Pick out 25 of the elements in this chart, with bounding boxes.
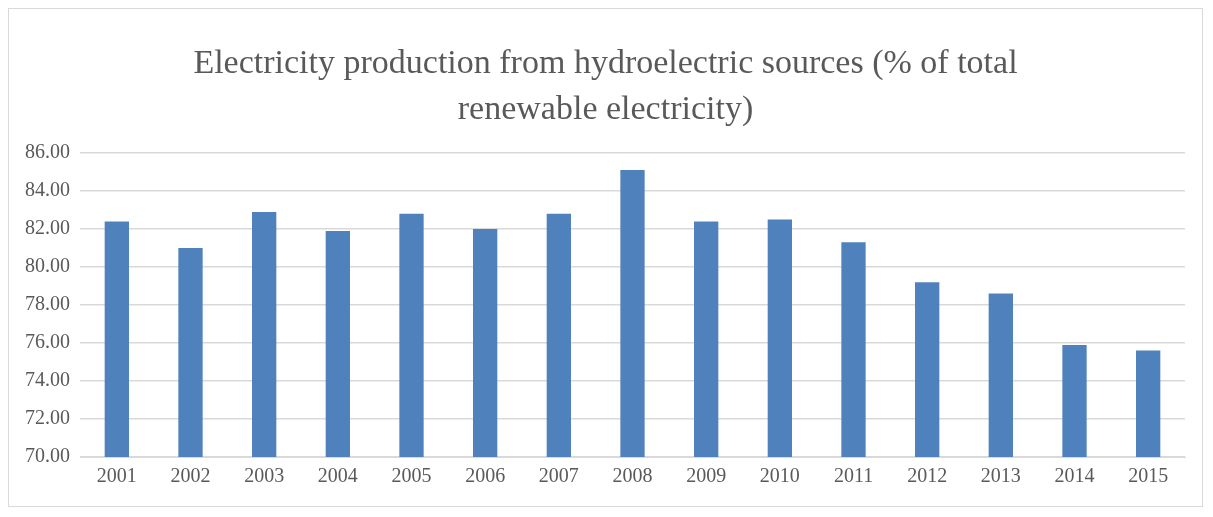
x-tick-label: 2001 — [96, 464, 137, 487]
y-tick-label: 80.00 — [25, 254, 70, 277]
x-tick-label: 2007 — [538, 464, 579, 487]
x-tick-label: 2005 — [391, 464, 432, 487]
x-tick-label: 2013 — [980, 464, 1021, 487]
y-tick-label: 82.00 — [25, 216, 70, 239]
x-tick-label: 2012 — [907, 464, 948, 487]
y-tick-label: 72.00 — [25, 406, 70, 429]
chart-title: Electricity production from hydroelectric sources (% of total renewable electricity) — [192, 42, 1019, 128]
y-tick-label: 70.00 — [25, 444, 70, 467]
x-tick-label: 2011 — [833, 464, 874, 487]
x-tick-label: 2015 — [1128, 464, 1169, 487]
y-tick-label: 76.00 — [25, 330, 70, 353]
x-tick-label: 2010 — [759, 464, 800, 487]
x-tick-label: 2014 — [1054, 464, 1095, 487]
y-tick-label: 84.00 — [25, 178, 70, 201]
x-tick-label: 2009 — [686, 464, 727, 487]
x-tick-label: 2006 — [465, 464, 506, 487]
x-tick-label: 2002 — [170, 464, 211, 487]
x-tick-label: 2003 — [244, 464, 285, 487]
y-tick-label: 74.00 — [25, 368, 70, 391]
x-tick-label: 2004 — [317, 464, 358, 487]
y-tick-label: 78.00 — [25, 292, 70, 315]
x-tick-label: 2008 — [612, 464, 653, 487]
y-tick-label: 86.00 — [25, 140, 70, 163]
